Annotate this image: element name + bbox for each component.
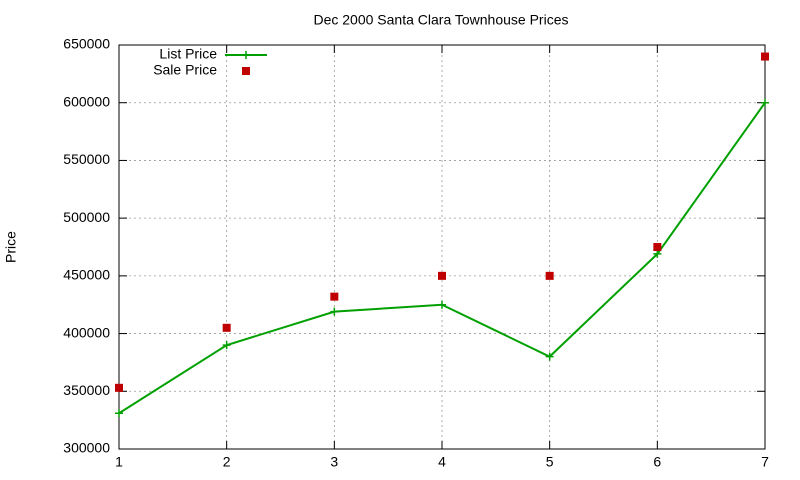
legend-label: List Price: [159, 46, 217, 62]
y-tick-label: 600000: [63, 93, 110, 109]
point-marker: [438, 271, 446, 280]
point-marker: [438, 300, 446, 309]
y-axis-label: Price: [3, 231, 19, 263]
legend-marker: [242, 67, 250, 75]
x-tick-label: 6: [653, 454, 661, 470]
x-tick-label: 7: [761, 454, 769, 470]
y-tick-label: 300000: [63, 440, 110, 456]
point-marker: [653, 249, 662, 258]
legend-label: Sale Price: [153, 62, 217, 78]
point-marker: [222, 323, 231, 332]
x-tick-label: 4: [438, 454, 446, 470]
point-marker: [545, 352, 554, 361]
point-marker: [330, 292, 339, 301]
point-marker: [761, 52, 769, 61]
x-tick-label: 3: [330, 454, 338, 470]
legend-marker: [242, 51, 250, 59]
y-tick-label: 550000: [63, 151, 110, 167]
chart-title: Dec 2000 Santa Clara Townhouse Prices: [313, 12, 568, 28]
point-marker: [115, 409, 123, 418]
point-marker: [653, 243, 662, 251]
y-tick-label: 500000: [63, 209, 110, 225]
y-tick-label: 350000: [63, 382, 110, 398]
x-tick-label: 1: [115, 454, 123, 470]
plot-frame: [118, 44, 766, 450]
y-tick-label: 450000: [63, 267, 110, 283]
point-marker: [222, 341, 231, 350]
point-marker: [545, 271, 554, 280]
y-tick-label: 650000: [63, 36, 110, 52]
x-tick-label: 5: [546, 454, 554, 470]
point-marker: [761, 98, 769, 107]
point-marker: [330, 307, 339, 316]
point-marker: [115, 383, 123, 392]
x-tick-label: 2: [223, 454, 231, 470]
y-tick-label: 400000: [63, 324, 110, 340]
